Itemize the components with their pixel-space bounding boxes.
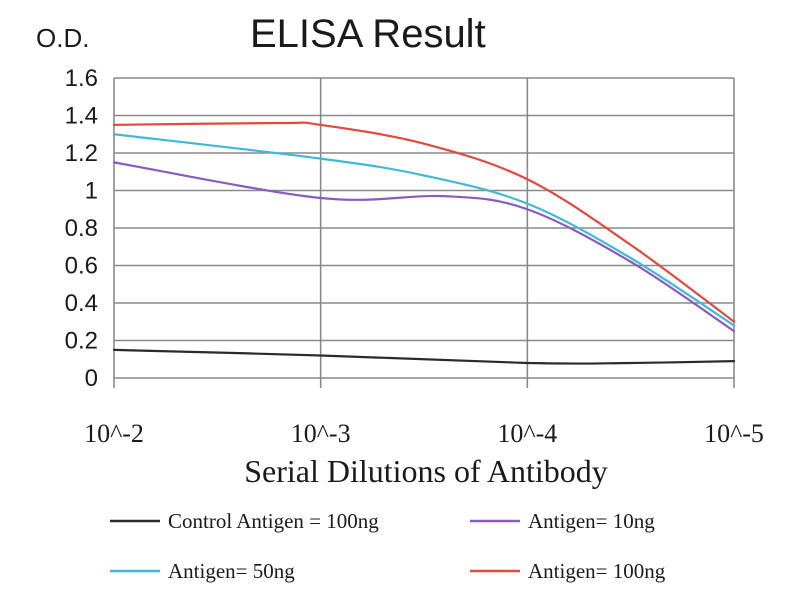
y-tick-label: 1.2	[65, 140, 98, 167]
legend-entry: Antigen= 100ng	[470, 559, 666, 583]
y-tick-label: 0.2	[65, 328, 98, 355]
y-tick-labels: 0 0.2 0.4 0.6 0.8 1 1.2 1.4 1.6	[65, 65, 98, 392]
legend-entry: Antigen= 50ng	[110, 559, 295, 583]
series-line-control-antigen-100ng	[112, 348, 736, 365]
legend-label: Antigen= 100ng	[528, 559, 666, 583]
legend-entry: Antigen= 10ng	[470, 509, 655, 533]
legend-entry: Control Antigen = 100ng	[110, 509, 379, 533]
x-tick-label: 10^-3	[291, 419, 351, 448]
y-axis-label: O.D.	[36, 23, 89, 53]
x-tick-label: 10^-4	[497, 419, 557, 448]
y-tick-label: 1.6	[65, 65, 98, 92]
series-line-antigen-100ng	[112, 121, 736, 323]
series-line-antigen-50ng	[112, 133, 736, 327]
legend-label: Control Antigen = 100ng	[168, 509, 379, 533]
gridlines	[113, 77, 735, 388]
x-tick-label: 10^-5	[704, 419, 764, 448]
series-line-antigen-10ng	[112, 161, 736, 333]
legend-label: Antigen= 10ng	[528, 509, 655, 533]
y-tick-label: 0	[85, 365, 98, 392]
x-tick-labels: 10^-2 10^-3 10^-4 10^-5	[84, 419, 764, 448]
legend: Control Antigen = 100ng Antigen= 10ng Anti…	[110, 509, 666, 583]
y-tick-label: 1.4	[65, 103, 98, 130]
y-tick-label: 0.6	[65, 253, 98, 280]
x-axis-label: Serial Dilutions of Antibody	[244, 453, 608, 489]
y-tick-label: 1	[85, 178, 98, 205]
x-tick-label: 10^-2	[84, 419, 144, 448]
legend-label: Antigen= 50ng	[168, 559, 295, 583]
series-lines	[112, 121, 736, 365]
y-tick-label: 0.8	[65, 215, 98, 242]
y-tick-label: 0.4	[65, 290, 98, 317]
chart-title: ELISA Result	[250, 12, 486, 56]
